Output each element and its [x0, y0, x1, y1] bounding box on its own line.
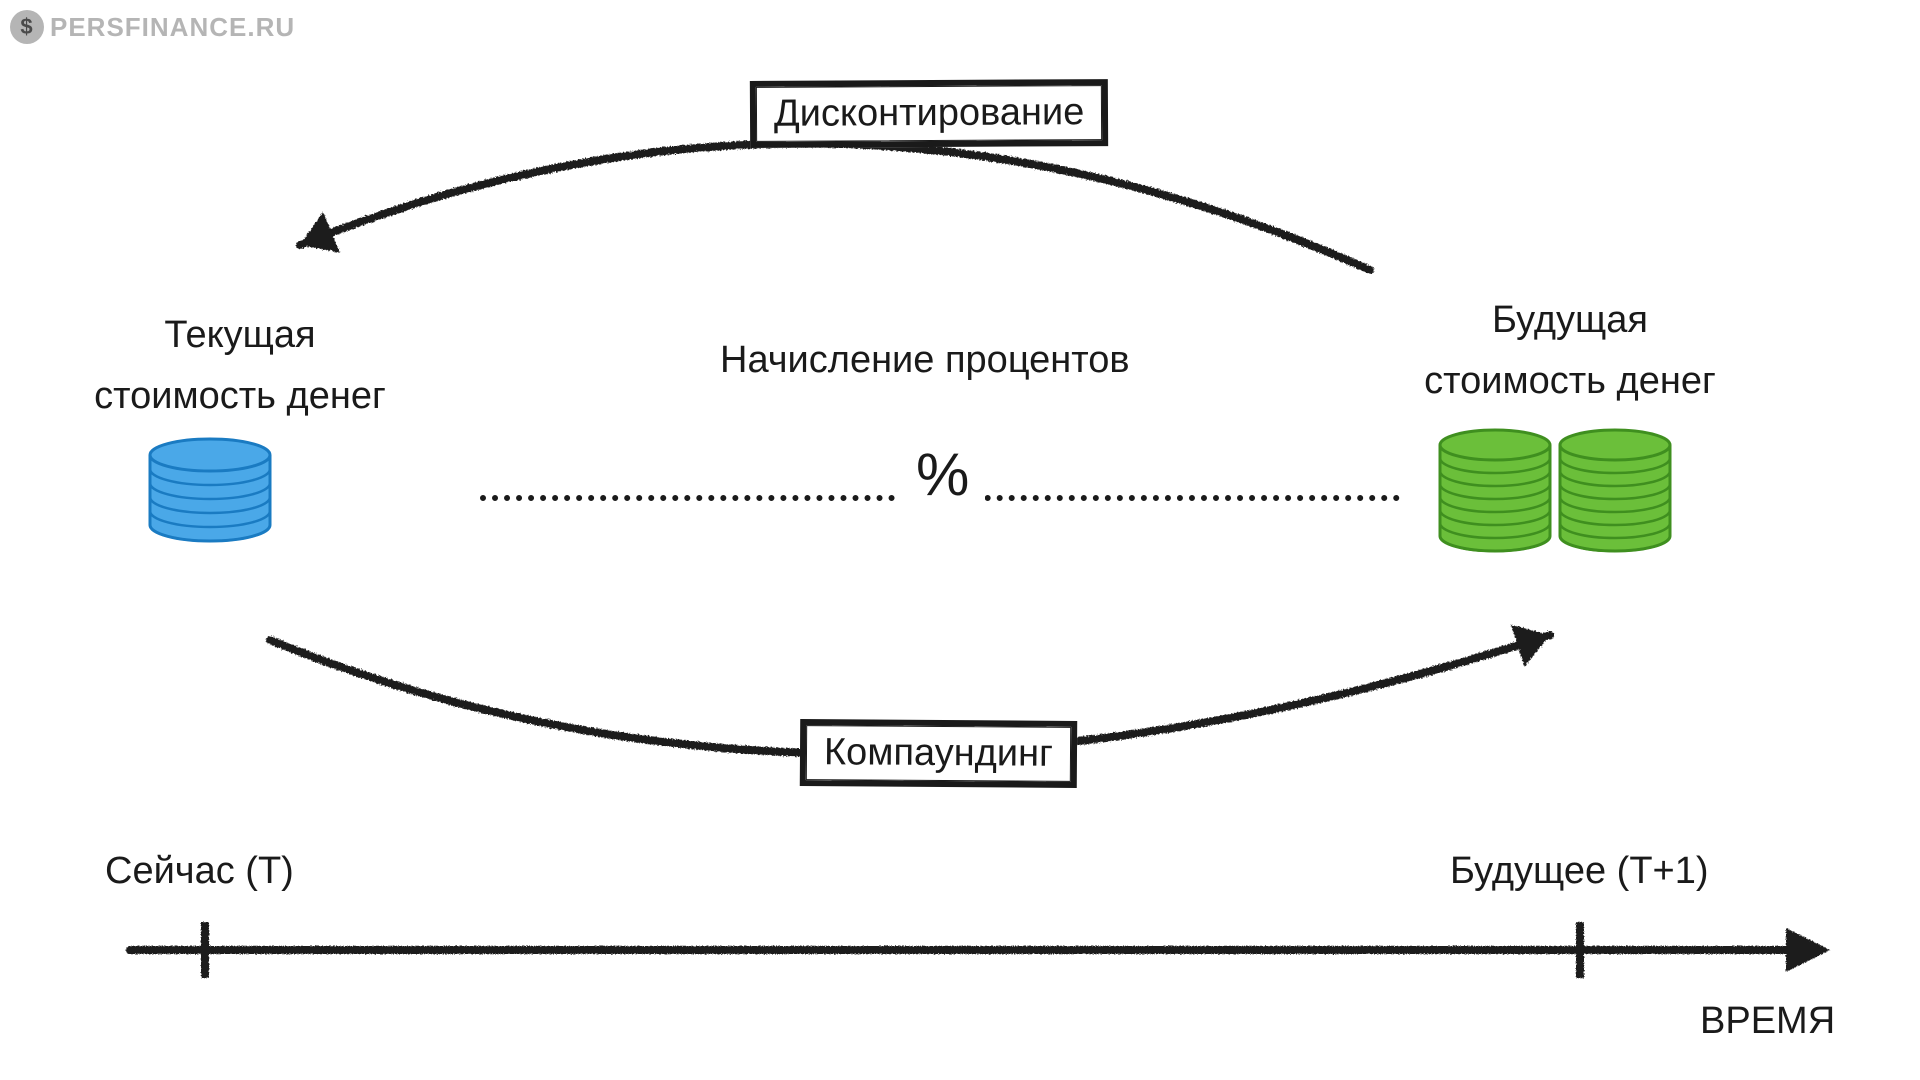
future-value-label: Будущая стоимость денег	[1350, 290, 1790, 412]
timeline-now-label: Сейчас (T)	[105, 850, 294, 893]
time-axis-caption: ВРЕМЯ	[1700, 1000, 1835, 1043]
timeline-axis	[130, 922, 1830, 978]
future-line2: стоимость денег	[1424, 360, 1716, 402]
svg-layer	[0, 0, 1920, 1080]
present-line2: стоимость денег	[94, 375, 386, 417]
future-line1: Будущая	[1492, 299, 1648, 341]
coin-stack-icon	[150, 439, 270, 541]
compounding-arrow	[300, 143, 1370, 270]
percent-icon: %	[900, 440, 985, 509]
discounting-box-label: Дисконтирование	[750, 79, 1109, 148]
coin-stack-icon	[1440, 430, 1550, 551]
present-line1: Текущая	[164, 314, 315, 356]
interest-accrual-title: Начисление процентов	[720, 330, 1130, 391]
timeline-future-label: Будущее (T+1)	[1450, 850, 1709, 893]
diagram-canvas: $ PERSFINANCE.RU Дисконтирование Компаун…	[0, 0, 1920, 1080]
present-value-label: Текущая стоимость денег	[40, 305, 440, 427]
coin-stack-icon	[1560, 430, 1670, 551]
compounding-box-label: Компаундинг	[800, 719, 1077, 788]
